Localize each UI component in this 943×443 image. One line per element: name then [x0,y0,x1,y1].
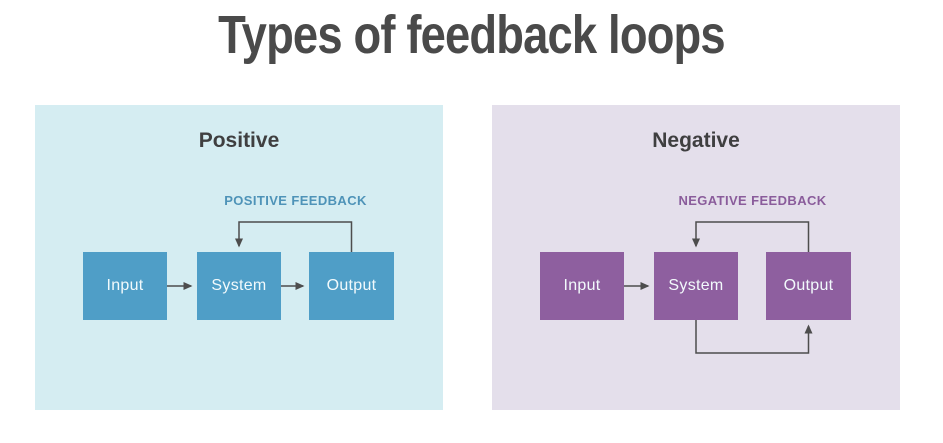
node-output: Output [766,252,851,320]
arrow-feedback-top-loop [692,221,810,252]
panel-positive-heading: Positive [198,129,280,152]
node-output: Output [309,252,394,320]
node-input: Input [83,252,167,320]
panel-negative-heading: Negative [652,129,740,152]
panel-negative: Negative NEGATIVE FEEDBACK Input System … [492,105,900,410]
positive-arrows [167,221,353,290]
panel-positive: Positive POSITIVE FEEDBACK Input System … [35,105,443,410]
page-title: Types of feedback loops [218,5,725,65]
node-system: System [197,252,281,320]
positive-feedback-label: POSITIVE FEEDBACK [224,193,367,208]
negative-arrows [624,221,813,354]
negative-feedback-label: NEGATIVE FEEDBACK [678,193,827,208]
node-input: Input [540,252,624,320]
arrow-system-to-output-bottom-loop [695,320,813,354]
arrow-feedback-top-loop [235,221,353,252]
node-system: System [654,252,738,320]
